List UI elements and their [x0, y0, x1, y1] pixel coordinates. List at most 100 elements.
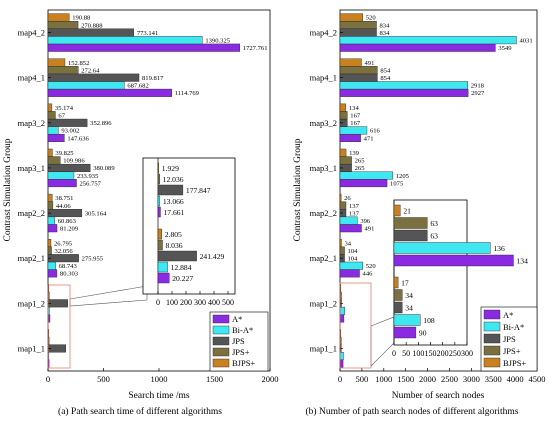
bar-map4-2-jpsplus — [339, 20, 377, 29]
bar-map3-2-jpsplus — [47, 111, 56, 120]
bar-map3-2-bjpsplus — [339, 103, 347, 112]
inset-x-tick-label-200: 200 — [180, 298, 192, 307]
panel-a-y-axis-label: Contrast Simulation Group — [3, 138, 13, 241]
inset-bar-map1-2-astar — [393, 326, 417, 339]
inset-label-map2-2-bjpsplus: 21 — [403, 207, 411, 216]
inset-label-map1-2-astar: 17.661 — [163, 208, 184, 217]
legend-label-jpsplus: JPS+ — [232, 347, 250, 357]
bar-map2-1-bi-astar — [339, 261, 363, 270]
panel-b-caption: (b) Number of path search nodes of diffe… — [306, 406, 519, 417]
panel-b-zoom-source-box — [339, 282, 372, 369]
category-label-map1-2: map1_2 — [310, 298, 337, 308]
inset-x-tick-label-0: 0 — [156, 298, 160, 307]
bar-map4-1-jpsplus — [339, 66, 378, 75]
legend-swatch-bjpsplus — [212, 358, 230, 368]
panel-a-inset-content: 0 100 200 300 400 500 17.661 13.066177.84712.03… — [156, 158, 234, 307]
inset-x-tick-label-400: 400 — [208, 298, 220, 307]
bar-map2-1-bjpsplus — [47, 239, 52, 248]
category-label-map2-2: map2_2 — [310, 208, 337, 218]
category-label-map3-2: map3_2 — [18, 118, 45, 128]
data-label-map3-2-bi-astar: 616 — [370, 128, 381, 135]
data-label-map3-2-bjpsplus: 35.174 — [55, 105, 74, 112]
bar-map3-1-jpsplus — [339, 156, 352, 165]
data-label-map4-1-bjpsplus: 152.852 — [68, 60, 89, 67]
inset-label-map1-2-jps: 34 — [405, 304, 413, 313]
x-tick-label-3000: 3000 — [463, 374, 480, 384]
inset-bar-map1-2-jps — [157, 184, 184, 196]
legend-swatch-jpsplus — [483, 345, 501, 356]
legend-label-jps: JPS — [503, 334, 516, 344]
bar-map2-2-jps — [47, 209, 83, 218]
x-tick-label-2000: 2000 — [419, 374, 436, 384]
bar-map3-2-jpsplus — [339, 111, 348, 120]
inset-x-tick-label-150: 150 — [425, 349, 437, 358]
legend-label-astar: A* — [232, 314, 242, 324]
bar-map4-2-astar — [47, 43, 240, 52]
bar-map3-2-bi-astar — [47, 126, 59, 135]
bar-map4-1-jps — [339, 73, 378, 82]
inset-x-tick-label-0: 0 — [392, 349, 396, 358]
bar-map3-1-astar — [339, 179, 388, 188]
inset-label-map2-1-bi-astar: 12.884 — [171, 263, 192, 272]
bar-map4-2-astar — [339, 43, 496, 52]
inset-label-map2-1-jpsplus: 8.036 — [165, 241, 182, 250]
inset-bar-map1-2-jpsplus — [157, 173, 160, 185]
category-label-map4-2: map4_2 — [310, 28, 337, 38]
bar-map2-2-bjpsplus — [339, 193, 342, 202]
category-label-map1-1: map1_1 — [310, 343, 337, 353]
inset-bar-map2-2-bi-astar — [393, 242, 491, 254]
data-label-map3-2-jpsplus: 167 — [350, 113, 361, 120]
bar-map2-1-astar — [339, 269, 360, 278]
bar-map4-1-astar — [339, 88, 469, 97]
bar-map4-2-bi-astar — [47, 36, 203, 45]
inset-bar-map1-2-bi-astar — [157, 195, 161, 207]
bar-map3-1-bjpsplus — [339, 148, 347, 157]
panel-a-caption: (a) Path search time of different algori… — [58, 406, 222, 417]
x-tick-label-1500: 1500 — [206, 374, 223, 384]
legend-label-bjpsplus: BJPS+ — [503, 358, 526, 368]
category-label-map4-1: map4_1 — [18, 73, 45, 83]
bar-map1-1-astar — [339, 359, 344, 368]
data-label-map2-2-bjpsplus: 38.751 — [55, 195, 73, 202]
x-tick-label-1000: 1000 — [375, 374, 392, 384]
inset-label-map1-2-bi-astar: 13.066 — [163, 197, 184, 206]
bar-map3-2-astar — [47, 133, 65, 142]
inset-bar-map1-2-jps — [393, 301, 403, 314]
bar-map2-2-bi-astar — [47, 216, 55, 225]
panel-a-bars — [47, 13, 240, 368]
data-label-map2-1-bi-astar: 68.743 — [59, 263, 78, 270]
inset-label-map2-2-jpsplus: 63 — [430, 219, 438, 228]
data-label-map3-2-bjpsplus: 134 — [349, 105, 360, 112]
bar-map4-1-bi-astar — [47, 81, 125, 90]
panel-a: map1_1 map1_2 map2_1 map2_2 map3_1 map3_2 map4… — [3, 9, 279, 417]
inset-bar-map2-2-jpsplus — [393, 217, 428, 229]
bar-map3-1-astar — [47, 179, 77, 188]
bar-map4-1-bjpsplus — [47, 58, 66, 67]
legend-label-bjpsplus: BJPS+ — [232, 358, 255, 368]
bar-map2-2-jpsplus — [47, 201, 54, 210]
data-label-map4-2-bjpsplus: 190.88 — [72, 15, 91, 22]
inset-x-tick-label-100: 100 — [166, 298, 178, 307]
bar-map3-1-jpsplus — [47, 156, 61, 165]
category-label-map4-2: map4_2 — [18, 28, 45, 38]
data-label-map4-1-bjpsplus: 491 — [364, 60, 374, 67]
category-label-map1-1: map1_1 — [18, 343, 45, 353]
inset-label-map1-2-bjpsplus: 17 — [401, 279, 409, 288]
bar-map4-2-bjpsplus — [339, 13, 363, 22]
data-label-map4-2-astar: 3549 — [498, 45, 512, 52]
x-tick-label-1500: 1500 — [397, 374, 414, 384]
legend-swatch-jps — [483, 333, 501, 344]
x-tick-label-2000: 2000 — [262, 374, 279, 384]
bar-map2-2-bjpsplus — [47, 193, 53, 202]
legend-swatch-bi-astar — [483, 321, 501, 332]
bar-map3-2-bi-astar — [339, 126, 368, 135]
bar-map3-1-bjpsplus — [47, 148, 53, 157]
legend-swatch-jps — [212, 336, 230, 346]
panel-b-y-axis-label: Contrast Simulation Group — [293, 138, 303, 241]
panel-b-zoom-connector — [370, 316, 395, 367]
inset-label-map1-2-bjpsplus: 1.929 — [162, 164, 179, 173]
bar-map4-2-jps — [339, 28, 377, 37]
data-label-map3-2-jps: 167 — [350, 120, 361, 127]
data-label-map2-2-jpsplus: 44.06 — [56, 203, 72, 210]
